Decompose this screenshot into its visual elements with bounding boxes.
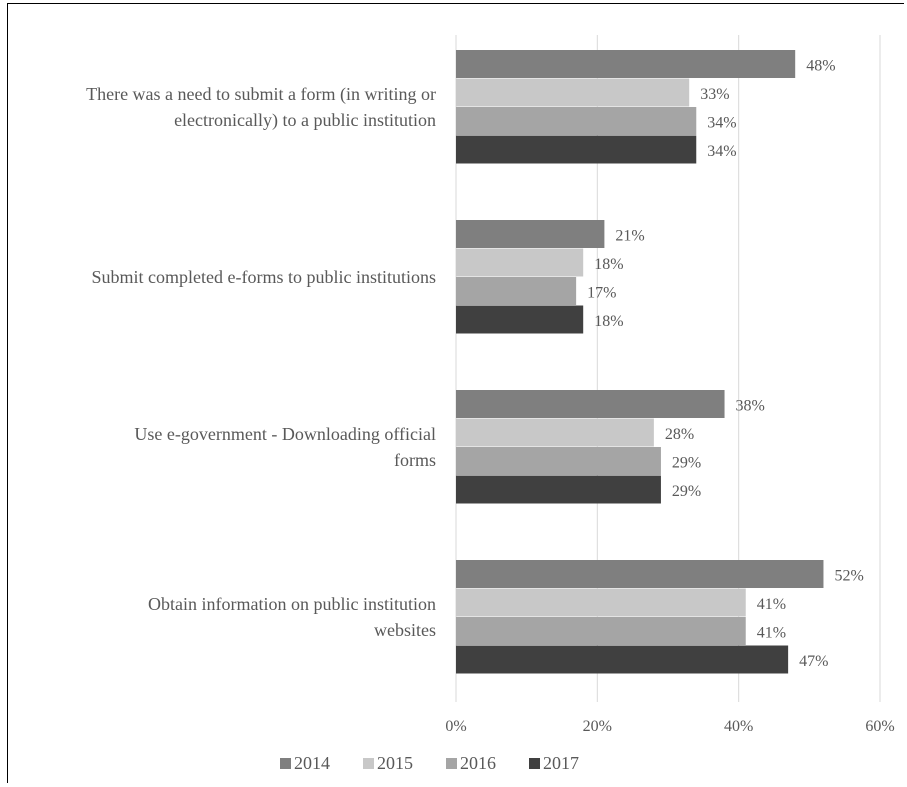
value-label-2014-cat4: 52%	[834, 567, 863, 584]
x-tick-label-40pct: 40%	[724, 718, 753, 735]
x-tick-label-60pct: 60%	[865, 718, 894, 735]
bar-2017-cat1	[456, 135, 697, 164]
value-labels: 48% 33% 34% 34% 21% 18% 17% 18% 38% 28% 29% 29% 52% 4…	[587, 57, 864, 670]
value-label-2016-cat2: 17%	[587, 284, 616, 301]
legend-label-2016: 2016	[460, 753, 496, 773]
value-label-2017-cat4: 47%	[799, 653, 828, 670]
value-label-2017-cat2: 18%	[594, 313, 623, 330]
bar-2015-cat4	[456, 588, 746, 617]
x-axis-ticks: 0% 20% 40% 60%	[445, 718, 894, 735]
value-label-2015-cat3: 28%	[665, 426, 694, 443]
chart-frame	[7, 3, 904, 783]
value-label-2016-cat1: 34%	[707, 114, 736, 131]
value-label-2017-cat3: 29%	[672, 483, 701, 500]
bar-2016-cat4	[456, 617, 746, 645]
legend-label-2017: 2017	[543, 753, 579, 773]
bar-2016-cat2	[456, 277, 577, 305]
value-label-2016-cat3: 29%	[672, 454, 701, 471]
bar-2016-cat1	[456, 107, 697, 135]
bar-2017-cat2	[456, 305, 584, 334]
bar-2017-cat3	[456, 475, 661, 504]
category-label-1-line-2: electronically) to a public institution	[174, 110, 436, 131]
category-label-2-line-1: Submit completed e-forms to public insti…	[92, 267, 436, 287]
category-label-1-line-1: There was a need to submit a form (in wr…	[86, 84, 436, 105]
x-tick-label-20pct: 20%	[583, 718, 612, 735]
category-label-3-line-2: forms	[394, 450, 436, 470]
category-label-4-line-2: websites	[374, 620, 436, 640]
value-label-2017-cat1: 34%	[707, 143, 736, 160]
bar-2015-cat3	[456, 418, 654, 447]
legend-swatch-2017	[529, 758, 540, 769]
legend-swatch-2016	[446, 758, 457, 769]
bar-2017-cat4	[456, 645, 789, 674]
value-label-2016-cat4: 41%	[757, 624, 786, 641]
bar-2014-cat3	[456, 390, 725, 418]
bar-2016-cat3	[456, 447, 661, 475]
bar-2014-cat1	[456, 50, 796, 78]
legend-swatch-2014	[280, 758, 291, 769]
value-label-2014-cat2: 21%	[615, 227, 644, 244]
bar-2015-cat1	[456, 78, 690, 107]
x-tick-label-0pct: 0%	[445, 718, 466, 735]
legend-swatch-2015	[363, 758, 374, 769]
value-label-2014-cat1: 48%	[806, 57, 835, 74]
legend-label-2015: 2015	[377, 753, 413, 773]
bars	[456, 50, 824, 674]
bar-2014-cat2	[456, 220, 605, 248]
bar-2015-cat2	[456, 248, 584, 277]
legend: 2014 2015 2016 2017	[280, 753, 579, 773]
legend-label-2014: 2014	[294, 753, 330, 773]
value-label-2015-cat1: 33%	[700, 86, 729, 103]
value-label-2015-cat2: 18%	[594, 256, 623, 273]
value-label-2014-cat3: 38%	[736, 397, 765, 414]
category-label-4-line-1: Obtain information on public institution	[148, 594, 436, 614]
category-label-3-line-1: Use e-government - Downloading official	[134, 424, 436, 444]
bar-2014-cat4	[456, 560, 824, 588]
category-labels: There was a need to submit a form (in wr…	[86, 84, 436, 640]
value-label-2015-cat4: 41%	[757, 596, 786, 613]
